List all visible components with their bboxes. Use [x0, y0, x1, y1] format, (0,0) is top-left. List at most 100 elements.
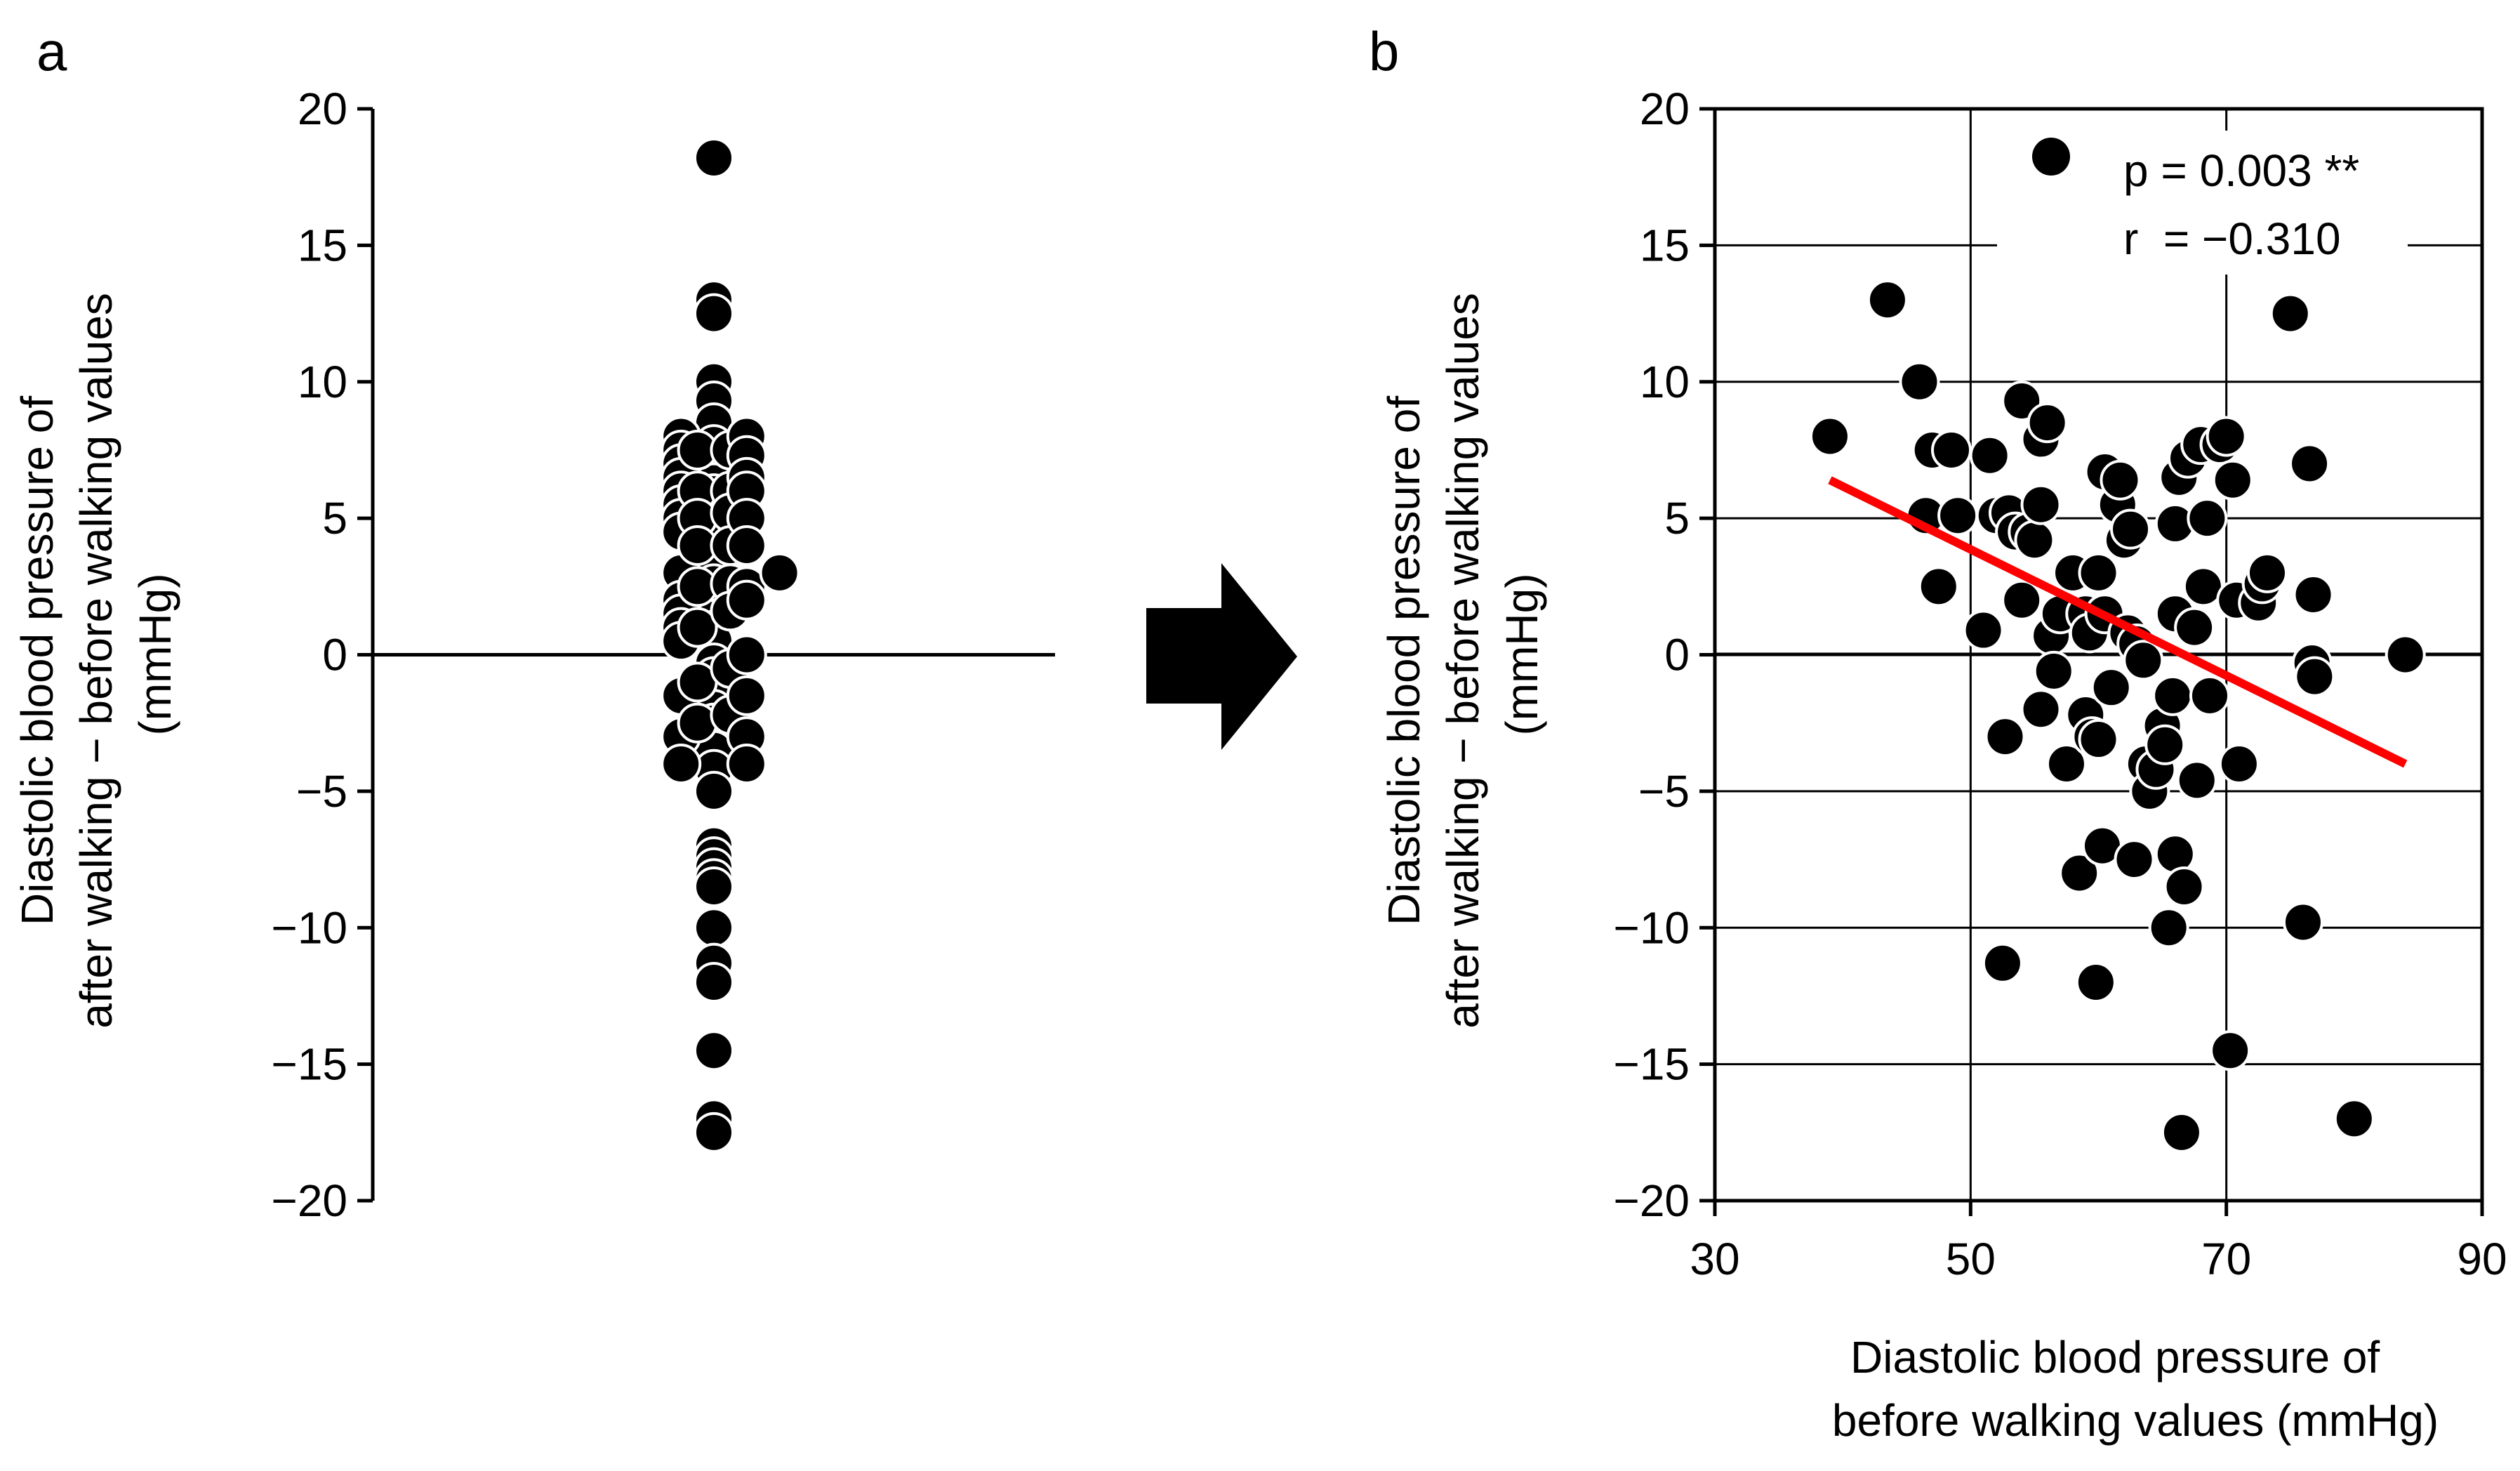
panel-b-data-point	[1969, 435, 2010, 476]
panel-b-data-point	[2174, 607, 2215, 648]
panel-b-data-point	[2059, 852, 2100, 894]
panel-b-data-point	[1982, 942, 2023, 984]
panel-b-legend-p-value: p = 0.003 **	[2123, 145, 2359, 196]
panel-a-data-point	[694, 962, 734, 1003]
panel-b-data-point	[2152, 675, 2194, 716]
panel-b-data-point	[1984, 716, 2026, 758]
panel-b-y-tick-label: 20	[1640, 84, 1690, 134]
panel-b-y-tick-label: 10	[1640, 357, 1690, 407]
panel-b-data-point	[1931, 429, 1972, 470]
panel-b-data-point	[1866, 279, 1908, 321]
panel-b-data-point	[2212, 459, 2253, 501]
panel-a-data-point	[694, 293, 734, 334]
panel-b-data-point	[2218, 744, 2260, 784]
panel-b-x-axis-ticks: 30 50 70 90	[1690, 1201, 2507, 1284]
panel-b-data-point	[2210, 1030, 2251, 1071]
panel-b-data-point	[2206, 416, 2247, 457]
panel-b-data-point	[2033, 650, 2074, 692]
panel-a-y-axis-label: Diastolic blood pressure of after walkin…	[12, 280, 180, 1028]
panel-a-data-point	[694, 1112, 734, 1153]
panel-b-data-point	[2187, 498, 2228, 539]
panel-b-data-point	[2148, 907, 2189, 949]
panel-b-data-point	[2123, 640, 2164, 681]
panel-b-data-point	[2189, 675, 2230, 716]
panel-b-data-point	[2100, 459, 2141, 501]
panel-a-label: a	[37, 20, 67, 82]
panel-a-y-tick-label: −20	[271, 1175, 347, 1226]
panel-a-y-tick-label: −15	[271, 1039, 347, 1090]
panel-a-data-point	[726, 675, 767, 716]
panel-a-data-point	[726, 579, 767, 621]
panel-b-y-tick-label: −20	[1613, 1175, 1690, 1226]
panel-b-regression-line	[1828, 476, 2408, 768]
panel-b-legend-marker	[2032, 138, 2070, 176]
panel-b-y-tick-label: 5	[1664, 493, 1690, 543]
panel-b-y-tick-label: −10	[1613, 902, 1690, 953]
panel-b-data-point	[2020, 484, 2062, 525]
panel-b-data-point	[1899, 361, 1940, 402]
panel-b-data-point	[2176, 760, 2217, 801]
panel-b-y-tick-label: −5	[1638, 766, 1690, 817]
panel-b-x-tick-label: 70	[2201, 1234, 2251, 1284]
panel-b-data-point	[2246, 552, 2288, 593]
panel-b-data-point	[2027, 402, 2068, 444]
panel-b-data-point	[1937, 495, 1979, 536]
panel-b-y-tick-label: −15	[1613, 1039, 1690, 1090]
panel-b-data-point	[2282, 902, 2323, 943]
panel-b-data-point	[2110, 508, 2151, 550]
panel-b-data-point	[2269, 293, 2311, 334]
panel-b-data-point	[2333, 1098, 2375, 1140]
panel-a-y-tick-label: 15	[298, 220, 347, 270]
panel-b-data-point	[2293, 574, 2334, 615]
panel-b-x-tick-label: 90	[2457, 1234, 2507, 1284]
panel-a-data-point	[759, 552, 800, 593]
panel-a: a 20 15 10 5 0 −5 −10 −15 −20 Diastolic blood pr…	[12, 20, 1055, 1226]
panel-b-data-point	[2014, 520, 2055, 561]
panel-b-y-tick-label: 0	[1664, 630, 1690, 680]
panel-a-data-point	[726, 525, 767, 566]
panel-b-data-point	[1963, 609, 2004, 651]
panel-b-data-point	[2045, 744, 2087, 784]
panel-a-y-tick-label: −5	[296, 766, 347, 817]
panel-b-data-point	[2020, 689, 2062, 730]
panel-b-data-point	[2001, 579, 2043, 621]
panel-b-data-points	[1809, 279, 2426, 1153]
panel-b-data-point	[1918, 566, 1959, 607]
panel-b-data-point	[1809, 416, 1850, 457]
panel-b-data-point	[2163, 866, 2205, 907]
panel-a-y-tick-label: 0	[322, 630, 347, 680]
panel-a-y-tick-label: 20	[298, 84, 347, 134]
panel-b-label: b	[1369, 20, 1399, 82]
panel-a-data-point	[694, 866, 734, 907]
panel-a-data-point	[694, 1030, 734, 1071]
panel-a-data-point	[726, 744, 767, 784]
panel-b-data-point	[2078, 552, 2119, 593]
right-arrow-icon	[1146, 563, 1297, 750]
panel-b-y-tick-label: 15	[1640, 220, 1690, 270]
panel-a-y-tick-label: −10	[271, 902, 347, 953]
panel-b-data-point	[2294, 656, 2335, 697]
panel-b-y-axis-ticks: 20 15 10 5 0 −5 −10 −15 −20	[1613, 84, 1715, 1226]
panel-a-data-point	[677, 607, 718, 648]
panel-b-legend: p = 0.003 ** r = −0.310	[1997, 131, 2408, 275]
panel-b-data-point	[2090, 667, 2132, 708]
panel-b-data-point	[2075, 962, 2116, 1003]
panel-b-data-point	[2144, 724, 2186, 765]
panel-a-data-points	[661, 137, 800, 1153]
panel-b-legend-r-value: r = −0.310	[2123, 213, 2341, 264]
panel-b-x-axis-label: Diastolic blood pressure of before walki…	[1832, 1332, 2439, 1446]
panel-b-y-axis-label: Diastolic blood pressure of after walkin…	[1379, 280, 1547, 1028]
panel-b-x-tick-label: 30	[1690, 1234, 1739, 1284]
panel-a-data-point	[694, 137, 734, 178]
panel-a-data-point	[694, 770, 734, 812]
panel-a-y-tick-label: 10	[298, 357, 347, 407]
panel-b-x-tick-label: 50	[1946, 1234, 1996, 1284]
panel-a-data-point	[726, 634, 767, 675]
panel-b-data-point	[2114, 839, 2155, 880]
panel-a-y-tick-label: 5	[322, 493, 347, 543]
panel-a-y-axis-ticks: 20 15 10 5 0 −5 −10 −15 −20	[271, 84, 373, 1226]
panel-b-data-point	[2161, 1112, 2202, 1153]
panel-a-data-point	[694, 907, 734, 949]
